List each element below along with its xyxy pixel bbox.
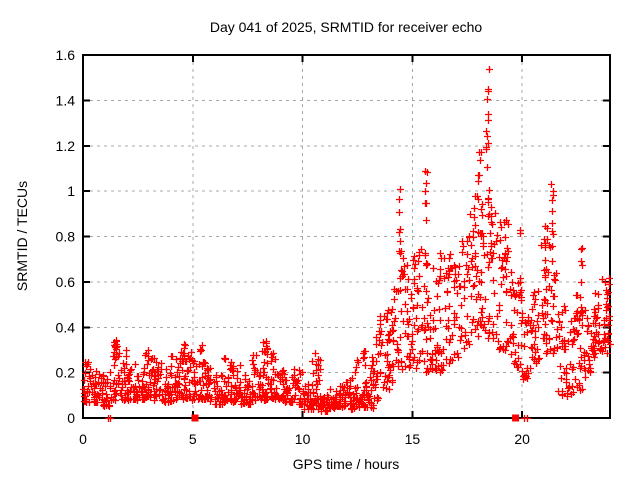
- chart-title: Day 041 of 2025, SRMTID for receiver ech…: [210, 19, 483, 35]
- y-tick-label: 0: [67, 410, 75, 426]
- baseline-markers: [191, 414, 520, 422]
- y-tick-label: 0.8: [56, 229, 76, 245]
- baseline-square-marker: [512, 414, 520, 422]
- y-axis-label: SRMTID / TECUs: [14, 181, 30, 291]
- y-tick-label: 1.6: [56, 47, 76, 63]
- y-tick-label: 1.4: [56, 92, 76, 108]
- y-tick-labels: 0 0.2 0.4 0.6 0.8 1 1.2 1.4 1.6: [56, 47, 76, 426]
- x-tick-label: 20: [514, 431, 530, 447]
- x-tick-labels: 0 5 10 15 20: [79, 431, 530, 447]
- x-tick-label: 15: [405, 431, 421, 447]
- y-tick-label: 0.4: [56, 319, 76, 335]
- y-tick-label: 0.6: [56, 274, 76, 290]
- y-tick-label: 1.2: [56, 138, 76, 154]
- baseline-square-marker: [191, 414, 199, 422]
- x-tick-label: 5: [189, 431, 197, 447]
- y-tick-label: 1: [67, 183, 75, 199]
- y-tick-label: 0.2: [56, 365, 76, 381]
- scatter-points-path: [80, 66, 614, 422]
- data-points: [80, 66, 614, 422]
- x-tick-label: 10: [295, 431, 311, 447]
- x-tick-label: 0: [79, 431, 87, 447]
- x-axis-label: GPS time / hours: [293, 456, 400, 472]
